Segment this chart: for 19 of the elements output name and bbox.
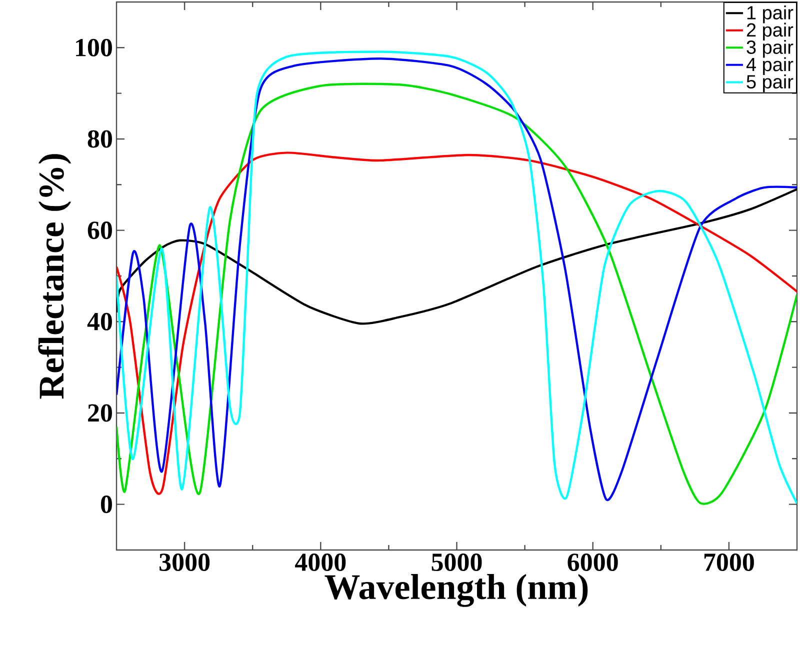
y-tick-label: 40 bbox=[87, 312, 112, 330]
x-tick-label: 7000 bbox=[704, 554, 754, 572]
x-tick-label: 5000 bbox=[432, 554, 482, 572]
legend-label: 3 pair bbox=[746, 40, 794, 58]
legend-label: 2 pair bbox=[746, 22, 794, 40]
y-tick-label: 60 bbox=[88, 222, 112, 240]
y-tick-label: 0 bbox=[100, 496, 112, 514]
x-tick-label: 3000 bbox=[160, 554, 210, 572]
legend-label: 4 pair bbox=[746, 57, 794, 75]
x-tick-label: 4000 bbox=[295, 554, 346, 572]
y-tick-label: 20 bbox=[88, 404, 112, 422]
y-axis-title: Reflectance (%) bbox=[38, 154, 72, 399]
y-tick-label: 80 bbox=[88, 130, 112, 148]
x-tick-label: 6000 bbox=[568, 554, 618, 572]
y-tick-label: 100 bbox=[76, 38, 112, 56]
x-axis-title: Wavelength (nm) bbox=[324, 574, 588, 607]
legend-label: 5 pair bbox=[746, 74, 794, 92]
line-series bbox=[116, 188, 797, 325]
legend-label: 1 pair bbox=[747, 5, 794, 24]
